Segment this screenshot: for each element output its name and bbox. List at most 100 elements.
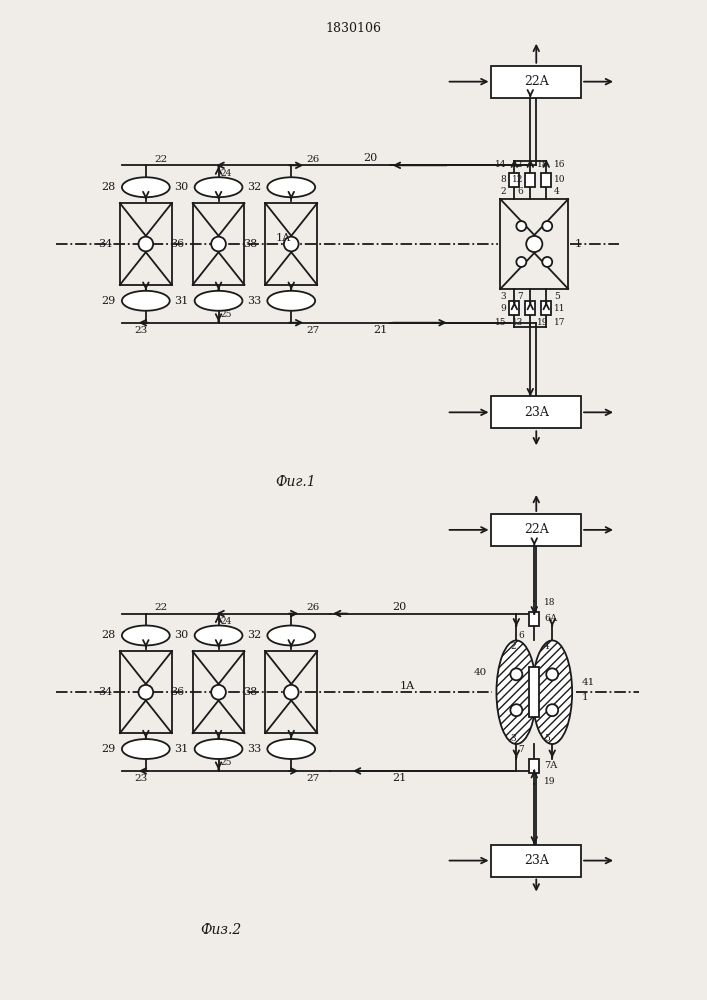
- Ellipse shape: [532, 640, 572, 744]
- Text: 7: 7: [518, 745, 525, 754]
- Text: 26: 26: [307, 155, 320, 164]
- Text: 32: 32: [247, 630, 262, 640]
- Text: 27: 27: [307, 326, 320, 335]
- Text: 1A: 1A: [400, 681, 415, 691]
- Circle shape: [547, 668, 559, 680]
- Text: 36: 36: [170, 239, 185, 249]
- Ellipse shape: [122, 291, 170, 311]
- Ellipse shape: [194, 739, 243, 759]
- Text: 6: 6: [518, 631, 525, 640]
- Ellipse shape: [122, 626, 170, 645]
- Circle shape: [139, 237, 153, 251]
- Text: 22A: 22A: [524, 523, 549, 536]
- Bar: [525, 173, 535, 187]
- Circle shape: [211, 237, 226, 251]
- Text: 22: 22: [154, 155, 168, 164]
- Ellipse shape: [267, 177, 315, 197]
- Text: 23: 23: [134, 774, 148, 783]
- Text: 3: 3: [510, 734, 516, 743]
- Circle shape: [139, 685, 153, 700]
- Text: 2: 2: [501, 187, 506, 196]
- Bar: [491, 396, 581, 428]
- Text: 30: 30: [175, 630, 189, 640]
- Ellipse shape: [267, 291, 315, 311]
- Circle shape: [510, 668, 522, 680]
- Text: 15: 15: [495, 318, 506, 327]
- Text: 5: 5: [544, 734, 550, 743]
- Circle shape: [510, 704, 522, 716]
- Text: 5: 5: [554, 292, 560, 301]
- Text: 32: 32: [247, 182, 262, 192]
- Bar: [509, 173, 520, 187]
- Ellipse shape: [496, 640, 537, 744]
- Ellipse shape: [267, 626, 315, 645]
- Text: Физ.2: Физ.2: [200, 923, 241, 937]
- Text: 26: 26: [307, 603, 320, 612]
- Text: 7: 7: [518, 292, 523, 301]
- Circle shape: [211, 685, 226, 700]
- Text: 1830106: 1830106: [325, 22, 381, 35]
- Text: 38: 38: [243, 239, 257, 249]
- Text: Фиг.1: Фиг.1: [275, 475, 315, 489]
- Text: 13: 13: [512, 318, 523, 327]
- Text: 36: 36: [170, 687, 185, 697]
- Circle shape: [547, 704, 559, 716]
- Text: 18: 18: [544, 598, 556, 607]
- Text: 24: 24: [221, 169, 232, 178]
- Text: 28: 28: [102, 630, 116, 640]
- Circle shape: [284, 237, 298, 251]
- Circle shape: [516, 221, 526, 231]
- Text: 33: 33: [247, 744, 262, 754]
- Text: 25: 25: [221, 758, 233, 767]
- Text: 19: 19: [537, 318, 549, 327]
- Text: 23A: 23A: [524, 854, 549, 867]
- Text: 16: 16: [554, 160, 566, 169]
- Circle shape: [526, 236, 542, 252]
- Text: 12: 12: [512, 160, 523, 169]
- Bar: [491, 66, 581, 98]
- Text: 9: 9: [501, 304, 506, 313]
- Ellipse shape: [122, 177, 170, 197]
- Text: 10: 10: [554, 175, 566, 184]
- Text: 23: 23: [134, 326, 148, 335]
- Text: 3: 3: [501, 292, 506, 301]
- Ellipse shape: [194, 291, 243, 311]
- Text: 4: 4: [544, 642, 550, 651]
- Text: 29: 29: [102, 296, 116, 306]
- Text: 11: 11: [554, 304, 566, 313]
- Text: 7A: 7A: [544, 761, 558, 770]
- Circle shape: [516, 257, 526, 267]
- Ellipse shape: [194, 626, 243, 645]
- Text: 22: 22: [154, 603, 168, 612]
- Text: 28: 28: [102, 182, 116, 192]
- Text: 25: 25: [221, 310, 233, 319]
- Text: 33: 33: [247, 296, 262, 306]
- Text: 23A: 23A: [524, 406, 549, 419]
- Circle shape: [542, 221, 552, 231]
- Text: 8: 8: [501, 175, 506, 184]
- Text: 31: 31: [175, 744, 189, 754]
- Text: 1: 1: [575, 239, 582, 249]
- Circle shape: [284, 685, 298, 700]
- Text: 27: 27: [307, 774, 320, 783]
- Text: 38: 38: [243, 687, 257, 697]
- Text: 20: 20: [363, 153, 377, 163]
- Bar: [491, 514, 581, 546]
- Text: 34: 34: [98, 239, 112, 249]
- Text: 20: 20: [392, 602, 407, 612]
- Text: 29: 29: [102, 744, 116, 754]
- Text: 21: 21: [392, 773, 407, 783]
- Bar: [530, 667, 539, 717]
- Text: 30: 30: [175, 182, 189, 192]
- Text: 31: 31: [175, 296, 189, 306]
- Text: 14: 14: [495, 160, 506, 169]
- Bar: [491, 845, 581, 877]
- Bar: [542, 173, 551, 187]
- Circle shape: [542, 257, 552, 267]
- Text: 1: 1: [582, 693, 589, 702]
- Text: 19: 19: [544, 777, 556, 786]
- Ellipse shape: [267, 739, 315, 759]
- Text: 17: 17: [554, 318, 566, 327]
- Bar: [542, 301, 551, 315]
- Text: 6A: 6A: [544, 614, 557, 623]
